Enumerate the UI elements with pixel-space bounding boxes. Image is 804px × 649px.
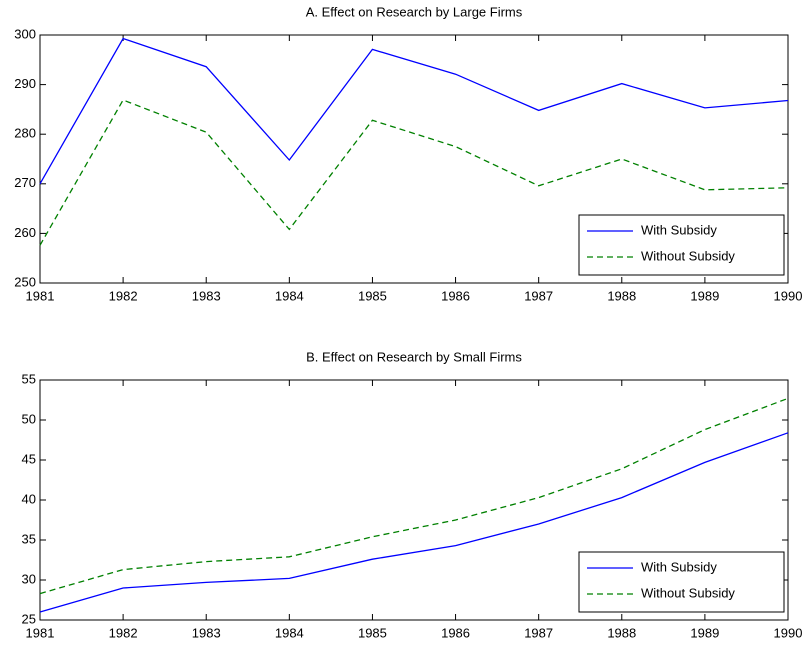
x-tick-label: 1981 — [26, 625, 55, 640]
x-tick-label: 1987 — [524, 288, 553, 303]
y-tick-label: 25 — [22, 611, 36, 626]
x-tick-label: 1988 — [607, 625, 636, 640]
y-tick-label: 290 — [14, 76, 36, 91]
y-tick-label: 30 — [22, 571, 36, 586]
series-line — [39, 432, 789, 613]
x-tick-label: 1990 — [774, 288, 803, 303]
legend-label: Without Subsidy — [641, 585, 735, 600]
legend-label: With Subsidy — [641, 559, 717, 574]
x-tick-label: 1989 — [690, 625, 719, 640]
y-tick-label: 260 — [14, 225, 36, 240]
y-tick-label: 250 — [14, 274, 36, 289]
x-tick-label: 1985 — [358, 288, 387, 303]
x-tick-label: 1983 — [192, 288, 221, 303]
x-tick-label: 1990 — [774, 625, 803, 640]
x-tick-label: 1984 — [275, 288, 304, 303]
x-tick-label: 1983 — [192, 625, 221, 640]
x-tick-label: 1988 — [607, 288, 636, 303]
y-tick-label: 300 — [14, 26, 36, 41]
x-tick-label: 1989 — [690, 288, 719, 303]
y-tick-label: 280 — [14, 126, 36, 141]
legend-box — [578, 551, 785, 613]
y-tick-label: 45 — [22, 451, 36, 466]
series-line — [39, 397, 789, 595]
x-tick-label: 1982 — [109, 625, 138, 640]
x-tick-label: 1985 — [358, 625, 387, 640]
series-line — [39, 99, 789, 246]
y-tick-label: 50 — [22, 411, 36, 426]
y-tick-label: 270 — [14, 175, 36, 190]
legend-box — [578, 214, 785, 276]
series-line — [39, 37, 789, 185]
plot-frame — [39, 34, 789, 284]
legend-label: With Subsidy — [641, 222, 717, 237]
legend-label: Without Subsidy — [641, 248, 735, 263]
x-tick-label: 1982 — [109, 288, 138, 303]
chart-title: A. Effect on Research by Large Firms — [306, 4, 523, 19]
chart-title: B. Effect on Research by Small Firms — [306, 349, 522, 364]
x-tick-label: 1984 — [275, 625, 304, 640]
y-tick-label: 55 — [22, 371, 36, 386]
x-tick-label: 1987 — [524, 625, 553, 640]
x-tick-label: 1986 — [441, 625, 470, 640]
x-tick-label: 1981 — [26, 288, 55, 303]
y-tick-label: 35 — [22, 531, 36, 546]
y-tick-label: 40 — [22, 491, 36, 506]
x-tick-label: 1986 — [441, 288, 470, 303]
